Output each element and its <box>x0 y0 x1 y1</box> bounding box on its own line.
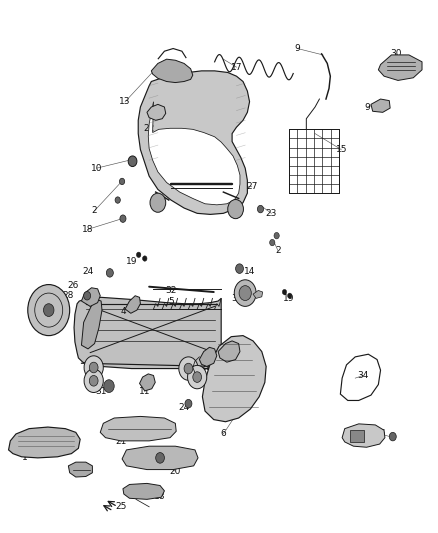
Polygon shape <box>100 416 176 441</box>
Text: 6: 6 <box>220 430 226 439</box>
Text: 1: 1 <box>22 454 28 463</box>
Circle shape <box>228 199 244 219</box>
Polygon shape <box>202 336 266 422</box>
Text: 16: 16 <box>375 430 386 439</box>
Circle shape <box>193 372 201 382</box>
Polygon shape <box>140 374 155 391</box>
Polygon shape <box>81 300 102 349</box>
Circle shape <box>120 178 125 184</box>
Text: 2: 2 <box>275 246 281 255</box>
Polygon shape <box>151 59 193 83</box>
Text: 14: 14 <box>244 268 255 276</box>
Circle shape <box>115 197 120 203</box>
Circle shape <box>155 453 164 463</box>
Circle shape <box>283 289 287 295</box>
Text: 24: 24 <box>178 403 190 412</box>
Circle shape <box>179 357 198 380</box>
Polygon shape <box>371 99 390 112</box>
Polygon shape <box>218 341 240 362</box>
Circle shape <box>234 280 256 306</box>
Text: 28: 28 <box>63 291 74 300</box>
Text: 18: 18 <box>82 225 94 234</box>
Circle shape <box>239 286 251 301</box>
Polygon shape <box>81 288 100 306</box>
Circle shape <box>28 285 70 336</box>
Circle shape <box>184 364 193 374</box>
Circle shape <box>274 232 279 239</box>
Text: 30: 30 <box>390 50 402 58</box>
Circle shape <box>89 362 98 373</box>
Text: 18: 18 <box>154 491 166 500</box>
Circle shape <box>120 215 126 222</box>
Polygon shape <box>68 462 92 477</box>
Circle shape <box>150 193 166 212</box>
Text: 29: 29 <box>200 363 212 372</box>
Polygon shape <box>147 104 166 120</box>
Circle shape <box>137 252 141 257</box>
Text: 11: 11 <box>139 387 151 396</box>
Text: 7: 7 <box>39 307 45 316</box>
Circle shape <box>84 292 91 300</box>
Text: 17: 17 <box>231 63 242 71</box>
Text: 25: 25 <box>115 502 127 511</box>
Text: 19: 19 <box>283 294 295 303</box>
Circle shape <box>270 239 275 246</box>
Text: 15: 15 <box>336 145 347 154</box>
Polygon shape <box>148 102 240 205</box>
Circle shape <box>389 432 396 441</box>
Text: 10: 10 <box>91 164 102 173</box>
Text: 31: 31 <box>95 387 107 396</box>
Polygon shape <box>9 427 80 458</box>
Circle shape <box>43 304 54 317</box>
Text: 25: 25 <box>43 427 54 436</box>
Circle shape <box>143 256 147 261</box>
Polygon shape <box>74 297 221 368</box>
Text: 24: 24 <box>82 268 94 276</box>
Text: 12: 12 <box>226 352 238 361</box>
Polygon shape <box>378 55 422 80</box>
Polygon shape <box>253 290 263 298</box>
Polygon shape <box>342 424 385 447</box>
Text: 23: 23 <box>266 209 277 218</box>
Text: 23: 23 <box>178 182 190 191</box>
Circle shape <box>128 156 137 166</box>
Text: 4: 4 <box>120 307 126 316</box>
Text: 2: 2 <box>92 206 97 215</box>
Circle shape <box>84 356 103 379</box>
Polygon shape <box>125 296 141 313</box>
Circle shape <box>185 399 192 408</box>
Text: 21: 21 <box>115 438 127 447</box>
Circle shape <box>84 369 103 392</box>
Text: 8: 8 <box>78 470 85 478</box>
Text: 22: 22 <box>144 124 155 133</box>
Polygon shape <box>199 348 217 367</box>
Text: 26: 26 <box>67 280 78 289</box>
Circle shape <box>236 264 244 273</box>
Polygon shape <box>138 71 250 214</box>
Bar <box>350 430 364 442</box>
Text: 9: 9 <box>364 102 370 111</box>
Polygon shape <box>122 446 198 470</box>
Text: 34: 34 <box>357 371 369 380</box>
Circle shape <box>288 293 292 298</box>
Circle shape <box>89 375 98 386</box>
Text: 20: 20 <box>170 467 181 475</box>
Text: 19: 19 <box>126 257 138 265</box>
Text: 5: 5 <box>168 296 174 305</box>
Text: 32: 32 <box>165 286 177 295</box>
Circle shape <box>258 205 264 213</box>
Text: 27: 27 <box>246 182 258 191</box>
Polygon shape <box>123 483 164 499</box>
Circle shape <box>106 269 113 277</box>
Text: 13: 13 <box>120 97 131 106</box>
Text: 3: 3 <box>231 294 237 303</box>
Text: 9: 9 <box>295 44 300 53</box>
Circle shape <box>187 366 207 389</box>
Circle shape <box>104 379 114 392</box>
